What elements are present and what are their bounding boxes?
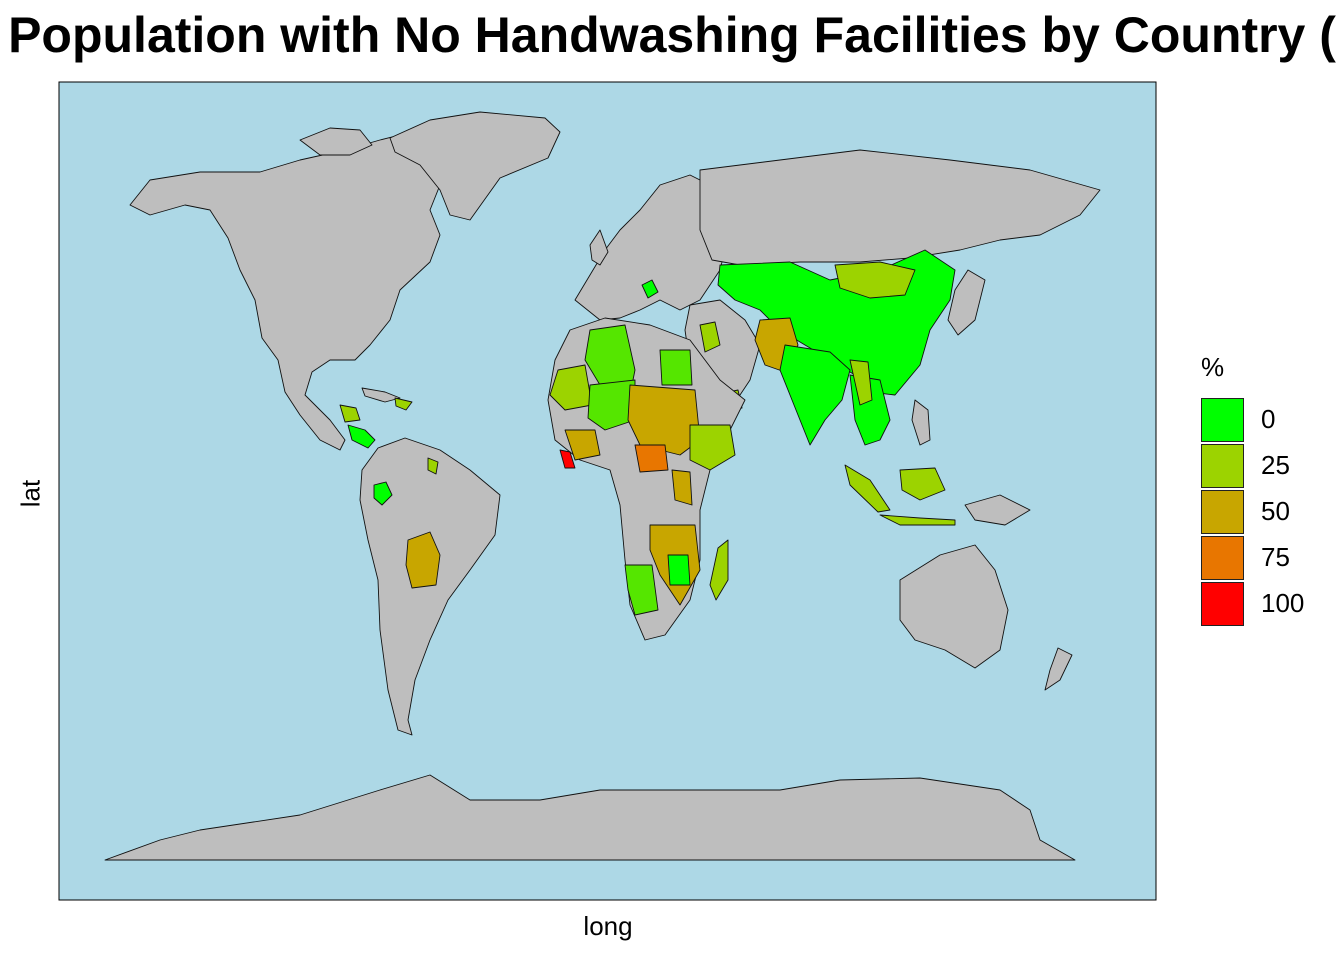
- y-axis-label: lat: [15, 479, 46, 508]
- land-myanmar: [849, 359, 873, 406]
- land-west-africa: [564, 429, 601, 461]
- legend-label-0: 0: [1261, 404, 1276, 434]
- land-philippines: [911, 399, 931, 446]
- land-caribbean: [394, 397, 413, 411]
- legend-swatch-75: [1201, 536, 1244, 580]
- land-indonesia-3: [879, 514, 956, 526]
- land-chad-sudan: [627, 384, 701, 456]
- legend-swatch-25: [1201, 444, 1244, 488]
- land-central-america-yellow: [339, 404, 361, 423]
- x-axis-label: long: [583, 911, 633, 941]
- legend-title: %: [1201, 352, 1225, 382]
- legend-item-50: 50: [1201, 490, 1341, 536]
- land-egypt: [659, 349, 693, 386]
- land-cuba: [361, 387, 401, 403]
- legend-label-50: 50: [1261, 496, 1290, 526]
- land-indonesia-1: [844, 464, 891, 513]
- land-south-america: [359, 437, 501, 736]
- land-india: [779, 344, 851, 446]
- land-ethiopia: [689, 424, 736, 471]
- land-indonesia-2: [899, 467, 946, 501]
- land-new-guinea: [964, 494, 1031, 526]
- legend-item-100: 100: [1201, 582, 1341, 628]
- legend-item-25: 25: [1201, 444, 1341, 490]
- land-car: [634, 444, 669, 473]
- land-uk: [589, 229, 609, 266]
- land-australia: [899, 544, 1009, 669]
- legend-item-75: 75: [1201, 536, 1341, 582]
- land-japan: [947, 269, 986, 336]
- legend-swatch-100: [1201, 582, 1244, 626]
- land-namibia-botswana: [624, 564, 659, 616]
- chart-title-text: Population with No Handwashing Facilitie…: [8, 7, 1336, 63]
- legend-label-75: 75: [1261, 542, 1290, 572]
- legend-item-0: 0: [1201, 398, 1341, 444]
- land-mongolia: [834, 261, 916, 299]
- land-iraq: [699, 321, 721, 353]
- land-antarctica: [104, 774, 1076, 861]
- legend-label-100: 100: [1261, 588, 1305, 618]
- legend-label-25: 25: [1261, 450, 1290, 480]
- land-central-america-green: [347, 424, 376, 449]
- land-new-zealand: [1044, 647, 1073, 691]
- legend-swatch-0: [1201, 398, 1244, 442]
- legend-swatch-50: [1201, 490, 1244, 534]
- land-mali-niger: [587, 379, 636, 431]
- land-layer: [104, 111, 1101, 861]
- land-madagascar: [709, 539, 729, 601]
- land-zimbabwe: [667, 554, 691, 586]
- land-liberia: [559, 449, 576, 469]
- land-colombia: [373, 481, 393, 506]
- land-greenland: [389, 111, 561, 221]
- land-arctic-islands: [299, 127, 373, 156]
- land-mauritania: [549, 364, 593, 411]
- land-balkans: [641, 279, 659, 299]
- land-russia: [699, 149, 1101, 266]
- land-east-africa: [671, 469, 693, 506]
- land-bolivia: [405, 531, 441, 589]
- land-guyana: [427, 457, 439, 475]
